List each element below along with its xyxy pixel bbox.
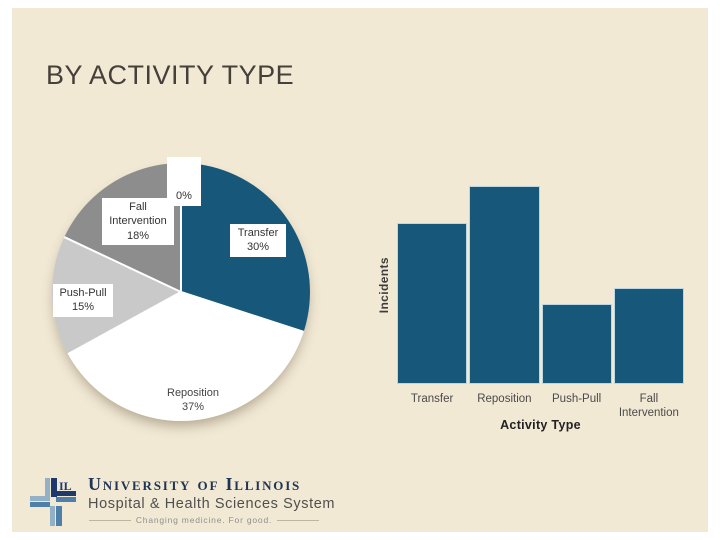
footer-logo: IL University of Illinois Hospital & Hea… (30, 474, 336, 526)
pie-label-reposition: Reposition 37% (142, 384, 244, 417)
tagline-text: Changing medicine. For good. (135, 515, 273, 525)
bar-transfer (397, 223, 468, 384)
pie-label-reposition-name: Reposition (167, 387, 219, 399)
pie-label-zero: 0% (167, 157, 201, 206)
org-name: University of Illinois (88, 474, 302, 494)
bar-category-push-pull: Push-Pull (552, 393, 602, 405)
pie-label-fall-pct: 18% (126, 229, 150, 242)
footer-text: University of Illinois Hospital & Health… (88, 474, 336, 526)
bar-chart-x-axis-label: Activity Type (500, 418, 581, 432)
pie-label-transfer: Transfer 30% (230, 224, 286, 257)
pie-label-fall-intervention: Fall Intervention 18% (102, 198, 174, 245)
svg-text:IL: IL (59, 479, 72, 493)
org-subtitle: Hospital & Health Sciences System (88, 496, 336, 512)
bar-fall-intervention (613, 287, 684, 384)
pie-label-reposition-pct: 37% (181, 401, 205, 414)
pie-label-fall-name: Fall Intervention (109, 201, 167, 228)
slide: BY ACTIVITY TYPE 0% Fall Intervention 18… (12, 8, 708, 532)
pie-label-transfer-pct: 30% (246, 241, 270, 254)
pie-label-zero-pct: 0% (176, 189, 192, 202)
tagline-rule-right (277, 519, 320, 521)
bar-category-transfer: Transfer (410, 393, 454, 405)
pie-chart: 0% Fall Intervention 18% Transfer 30% Pu… (12, 8, 352, 448)
pie-slice-separator (180, 163, 182, 292)
bar-category-reposition: Reposition (477, 393, 532, 405)
bar-chart-plot-area (397, 186, 684, 384)
pie-slice-separator (180, 291, 304, 333)
pie-label-push-pull-name: Push-Pull (59, 287, 107, 299)
slide-title: BY ACTIVITY TYPE (46, 60, 295, 90)
pie-label-transfer-name: Transfer (237, 227, 279, 239)
bar-category-fall-intervention: Fall Intervention (618, 393, 679, 420)
bar-chart-category-labels: Transfer Reposition Push-Pull Fall Inter… (397, 392, 684, 421)
pie-label-push-pull-pct: 15% (71, 301, 95, 314)
tagline-rule-left (88, 519, 131, 521)
university-of-illinois-logo-icon: IL (30, 478, 76, 526)
bar-push-pull (541, 303, 612, 384)
bar-reposition (469, 186, 540, 384)
org-tagline: Changing medicine. For good. (88, 515, 320, 525)
bar-chart-y-axis-label: Incidents (377, 256, 391, 314)
pie-label-push-pull: Push-Pull 15% (53, 284, 113, 317)
